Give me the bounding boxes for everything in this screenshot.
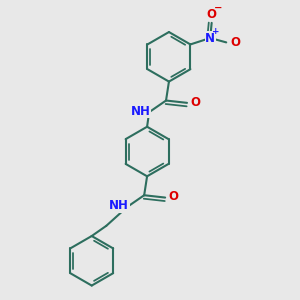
Text: −: − (214, 3, 222, 13)
Text: O: O (168, 190, 178, 203)
Text: O: O (190, 96, 200, 109)
Text: O: O (207, 8, 217, 21)
Text: +: + (212, 27, 219, 36)
Text: N: N (205, 32, 215, 44)
Text: O: O (231, 36, 241, 49)
Text: NH: NH (109, 199, 129, 212)
Text: NH: NH (131, 104, 151, 118)
